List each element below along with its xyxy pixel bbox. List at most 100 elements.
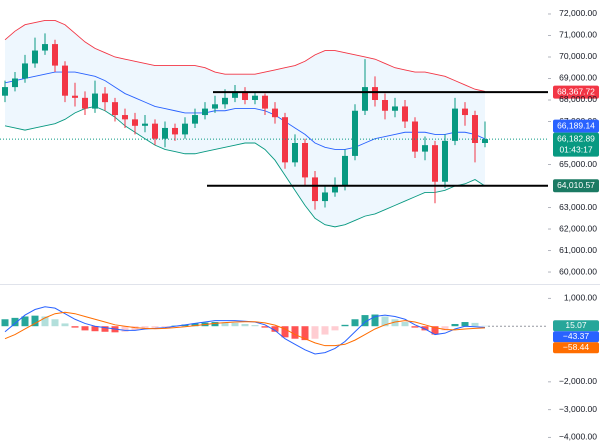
histogram-bar (461, 322, 469, 327)
candle-body (342, 155, 348, 187)
y-tick-label: 61,000.00 (559, 245, 597, 255)
candle-body (232, 91, 238, 98)
price-badge-label: 66,189.14 (557, 120, 595, 130)
histogram-bar (391, 319, 399, 327)
y-tick-label: −2,000.00 (559, 376, 597, 386)
candle-body (82, 97, 88, 109)
histogram-bar (31, 315, 39, 327)
histogram-bar (211, 322, 219, 327)
last-price-badge (553, 132, 599, 157)
histogram-bar (451, 323, 459, 327)
price-badge-label: 64,010.57 (557, 180, 595, 190)
candle-body (412, 121, 418, 152)
candle-body (222, 97, 228, 105)
candle-body (52, 44, 58, 66)
candle-body (92, 93, 98, 109)
candle-body (292, 143, 298, 163)
price-pane (0, 19, 548, 228)
candle-body (422, 145, 428, 152)
last-price-label: 66,182.89 (557, 133, 595, 143)
candle-body (102, 93, 108, 103)
candle-body (462, 108, 468, 116)
histogram-bar (271, 326, 279, 332)
price-badge (553, 331, 599, 343)
y-tick-label: 72,000.00 (559, 8, 597, 18)
histogram-bar (341, 324, 349, 327)
histogram-bar (321, 326, 329, 335)
candle-body (322, 192, 328, 202)
candle-body (72, 95, 78, 98)
candle-body (482, 139, 488, 144)
histogram-bar (221, 322, 229, 327)
y-tick-label: 69,000.00 (559, 73, 597, 83)
histogram-bar (41, 316, 49, 327)
histogram-bar (101, 326, 109, 332)
candle-body (62, 65, 68, 96)
histogram-bar (311, 326, 319, 339)
candle-body (282, 117, 288, 163)
candle-body (212, 104, 218, 109)
candle-body (332, 186, 338, 193)
histogram-bar (21, 316, 29, 327)
candle-body (392, 106, 398, 111)
band-upper (4, 19, 486, 92)
candle-body (442, 140, 448, 182)
histogram-bar (291, 326, 299, 339)
candle-body (22, 63, 28, 79)
price-axis: 68,367.72 64,010.57 72,000.00 71,000.00 70,0… (548, 8, 599, 442)
histogram-bar (51, 319, 59, 327)
histogram-bar (281, 326, 289, 338)
candle-body (352, 110, 358, 156)
candle-body (192, 115, 198, 124)
candle-body (472, 115, 478, 144)
price-badge (553, 342, 599, 354)
countdown-label: 01:43:17 (559, 144, 592, 154)
y-tick-label: 65,000.00 (559, 159, 597, 169)
band-middle (4, 71, 486, 150)
histogram-bar (371, 314, 379, 327)
histogram-bar (141, 326, 149, 329)
histogram-bar (61, 323, 69, 327)
candle-body (252, 95, 258, 100)
candle-body (402, 106, 408, 122)
candle-body (262, 95, 268, 109)
histogram-bar (351, 319, 359, 327)
candle-body (372, 87, 378, 100)
histogram-bar (11, 317, 19, 327)
histogram-bar (361, 315, 369, 327)
histogram-bar (431, 326, 439, 335)
candle-body (362, 87, 368, 111)
macd-line (4, 306, 486, 355)
histogram-bar (181, 324, 189, 327)
candle-body (142, 123, 148, 126)
histogram-bar (301, 326, 309, 341)
histogram-bar (421, 326, 429, 331)
candle-body (2, 87, 8, 96)
histogram-bar (401, 322, 409, 327)
histogram-bar (81, 326, 89, 331)
candle-body (32, 50, 38, 64)
candle-body (452, 108, 458, 141)
price-badge (553, 119, 599, 133)
price-badge (553, 320, 599, 332)
candle-body (122, 115, 128, 120)
histogram-bar (261, 326, 269, 328)
histogram-bar (161, 326, 169, 328)
y-tick-label: 1,000.00 (564, 293, 597, 303)
candle-body (202, 108, 208, 116)
histogram-bar (411, 326, 419, 328)
histogram-bar (231, 322, 239, 327)
candle-body (272, 108, 278, 118)
histogram-bar (251, 325, 259, 327)
signal-line (4, 311, 486, 347)
histogram-bar (121, 326, 129, 332)
y-tick-label: 71,000.00 (559, 30, 597, 40)
candle-body (242, 91, 248, 100)
candle-body (152, 123, 158, 139)
y-tick-label: −4,000.00 (559, 432, 597, 442)
candle-body (182, 123, 188, 135)
histogram-bar (71, 326, 79, 328)
y-tick-label: −3,000.00 (559, 404, 597, 414)
price-badge-label: 68,367.72 (557, 86, 595, 96)
